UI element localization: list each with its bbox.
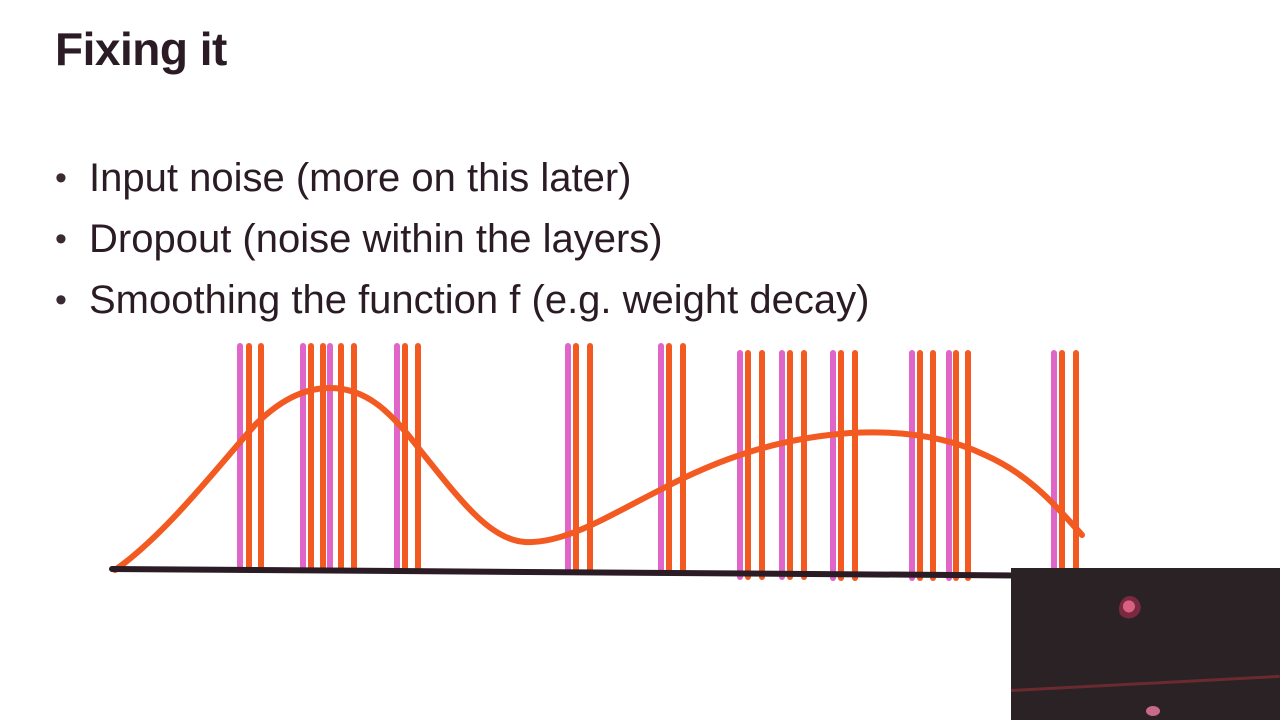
presenter-hand	[1146, 706, 1160, 716]
noise-function-diagram	[109, 343, 1093, 581]
bullet-smoothing: Smoothing the function f (e.g. weight de…	[55, 270, 869, 331]
bullet-dropout: Dropout (noise within the layers)	[55, 209, 869, 270]
desk-edge	[1011, 674, 1280, 692]
presenter-figure	[1119, 596, 1141, 622]
x-axis-line	[109, 566, 1093, 579]
noise-lines	[237, 343, 1079, 581]
bullet-input-noise: Input noise (more on this later)	[55, 148, 869, 209]
bullet-list: Input noise (more on this later) Dropout…	[55, 148, 869, 331]
webcam-overlay	[1011, 568, 1280, 720]
function-curve	[112, 384, 1085, 573]
slide-title: Fixing it	[55, 23, 227, 75]
